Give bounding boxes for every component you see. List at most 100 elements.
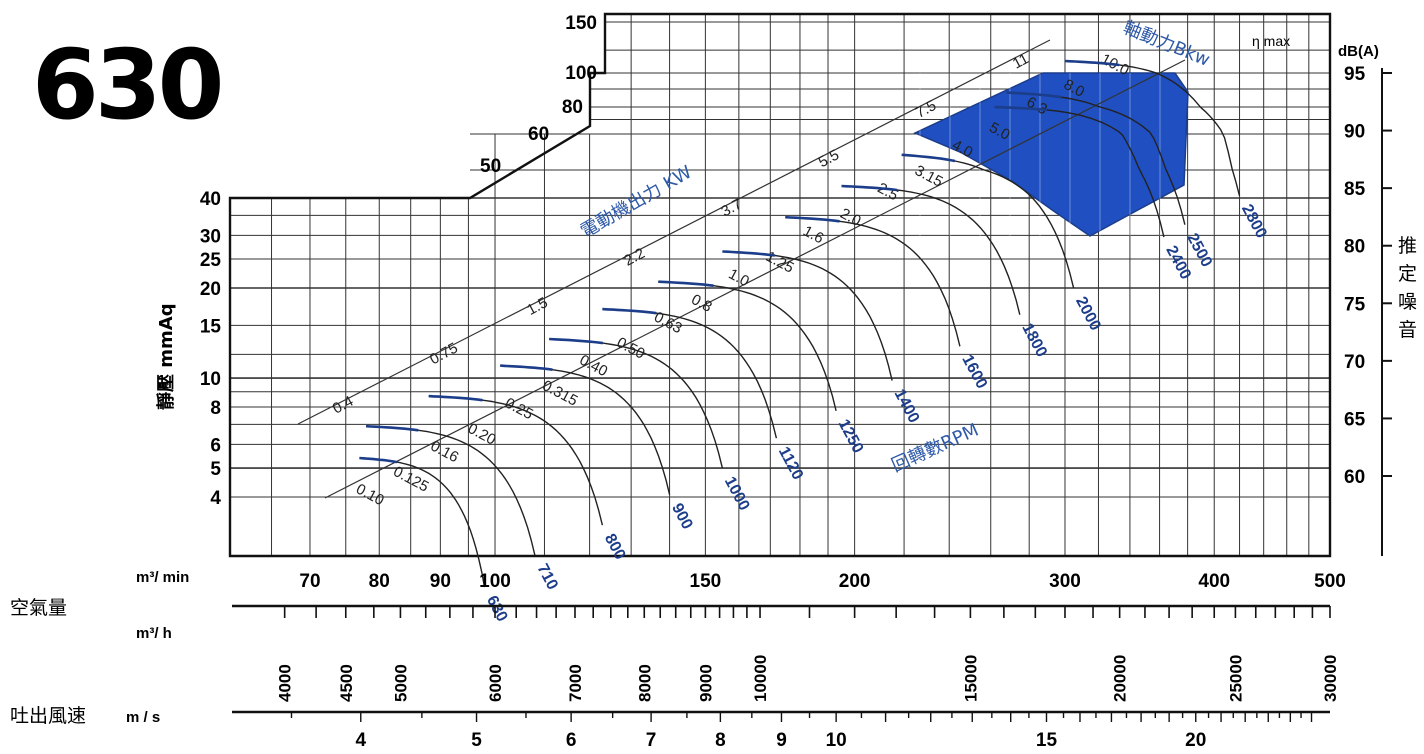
- velocity-tick-label: 9: [776, 730, 787, 751]
- y-upper-tick-label: 50: [480, 156, 501, 177]
- upper-pressure-scale: 50 60 80 100 150: [480, 13, 597, 177]
- airflow-min-tick-label: 500: [1314, 571, 1346, 592]
- airflow-min-tick-label: 400: [1198, 571, 1230, 592]
- airflow-min-tick-label: 300: [1049, 571, 1081, 592]
- shaft-power-label: 0.16: [428, 438, 462, 467]
- noise-label-char: 音: [1398, 319, 1417, 341]
- airflow-hour-tick-label: 20000: [1111, 655, 1130, 702]
- y-upper-tick-label: 80: [562, 97, 583, 118]
- shaft-power-label: 0.10: [353, 481, 387, 510]
- airflow-hour-tick-label: 15000: [961, 655, 980, 702]
- rpm-curve-label: 1400: [891, 386, 923, 425]
- noise-tick-label: 75: [1344, 294, 1366, 315]
- rpm-curve-highlight: [366, 424, 419, 432]
- bottom-axes: m³/ min 70 80 90 100 150 200 300 400 500 空氣量 m³/ h 4…: [10, 569, 1346, 751]
- velocity-tick-label: 7: [646, 730, 657, 751]
- rpm-curve-label: 1250: [835, 417, 867, 456]
- noise-tick-label: 90: [1344, 122, 1365, 143]
- rpm-curve-label: 710: [533, 561, 561, 593]
- rpm-curve-label: 900: [668, 501, 696, 533]
- rpm-curve-highlight: [428, 394, 483, 402]
- noise-tick-label: 95: [1344, 64, 1366, 85]
- rpm-curve-label: 1000: [721, 474, 753, 513]
- airflow-hour-tick-label: 4000: [276, 664, 295, 702]
- shaft-power-label: 0.8: [688, 291, 714, 316]
- rpm-curve-highlight: [359, 456, 398, 464]
- rpm-curve: [500, 364, 671, 495]
- y-tick-label: 20: [200, 279, 221, 300]
- airflow-hour-tick-label: 5000: [391, 664, 410, 702]
- velocity-tick-label: 8: [715, 730, 726, 751]
- airflow-hour-tick-label: 9000: [696, 664, 715, 702]
- velocity-row-label: 吐出風速: [10, 705, 86, 727]
- airflow-min-tick-label: 90: [430, 571, 451, 592]
- motor-kw-label: 3.7: [718, 196, 744, 221]
- rpm-curve-highlight: [1064, 59, 1120, 67]
- rpm-curve-highlight: [500, 364, 553, 371]
- noise-label-char: 噪: [1398, 291, 1417, 313]
- y-tick-label: 10: [200, 369, 221, 390]
- airflow-hour-tick-label: 25000: [1226, 655, 1245, 702]
- velocity-tick-label: 10: [826, 730, 847, 751]
- motor-kw-label: 1.5: [524, 294, 550, 319]
- airflow-hour-tick-label: 8000: [635, 664, 654, 702]
- shaft-power-label: 3.15: [912, 162, 946, 191]
- airflow-hour-tick-label: 6000: [486, 664, 505, 702]
- velocity-tick-label: 20: [1185, 730, 1206, 751]
- eta-max-label: η max: [1252, 33, 1290, 49]
- rpm-curve: [722, 250, 893, 381]
- shaft-power-label: 2.5: [875, 180, 901, 205]
- y-tick-label: 25: [200, 250, 222, 271]
- rpm-curve-highlight: [901, 153, 956, 163]
- chart-grid: [228, 12, 1332, 558]
- rpm-curve: [841, 185, 1021, 315]
- envelope-line-upper: [297, 39, 1051, 425]
- envelope-line-lower: [324, 59, 1186, 499]
- chart-frame: [228, 12, 1332, 558]
- rpm-curve: [602, 308, 778, 439]
- airflow-min-unit: m³/ min: [136, 569, 189, 586]
- motor-kw-label: 7.5: [913, 97, 939, 122]
- airflow-min-tick-label: 200: [839, 571, 871, 592]
- rpm-curve-highlight: [722, 250, 776, 257]
- y-upper-tick-label: 150: [565, 13, 597, 34]
- rpm-curve-highlight: [602, 307, 657, 315]
- velocity-tick-label: 15: [1036, 730, 1058, 751]
- velocity-unit: m / s: [126, 709, 160, 726]
- y-tick-label: 40: [200, 189, 221, 210]
- noise-axis-unit: dB(A): [1338, 43, 1379, 60]
- rpm-curve-highlight: [785, 215, 840, 223]
- motor-kw-label: 5.5: [816, 146, 842, 171]
- chart-labels: 4 5 6 8 10 15 20 25 30 40 dB(A) 60 65 70 75 80 85 90 95 推定噪…: [200, 17, 1417, 556]
- y-axis-label: 靜壓 mmAq: [155, 303, 177, 410]
- rpm-curve-label: 800: [601, 531, 629, 563]
- airflow-hour-tick-label: 30000: [1321, 655, 1340, 702]
- rpm-curve-highlight: [658, 280, 714, 287]
- airflow-min-tick-label: 80: [369, 571, 390, 592]
- rpm-curve-highlight: [1006, 91, 1063, 99]
- shaft-power-title: 軸動力Bkw: [1120, 17, 1213, 71]
- airflow-hour-tick-label: 10000: [751, 655, 770, 702]
- airflow-min-tick-label: 150: [690, 571, 722, 592]
- y-upper-tick-label: 60: [528, 124, 549, 145]
- rpm-curve-label: 630: [483, 593, 511, 625]
- noise-tick-label: 60: [1344, 467, 1365, 488]
- noise-label-char: 定: [1398, 263, 1417, 285]
- noise-tick-label: 65: [1344, 409, 1366, 430]
- airflow-hour-tick-label: 4500: [337, 664, 356, 702]
- rpm-curve-label: 1600: [958, 352, 990, 391]
- velocity-tick-label: 6: [566, 730, 577, 751]
- airflow-min-tick-label: 70: [299, 571, 320, 592]
- motor-kw-label: 11: [1010, 50, 1032, 72]
- rpm-curve-label: 2000: [1072, 294, 1104, 333]
- shaft-power-label: 1.6: [800, 223, 826, 248]
- shaft-power-label: 1.0: [726, 266, 752, 291]
- airflow-min-tick-label: 100: [479, 571, 511, 592]
- airflow-row-label: 空氣量: [10, 597, 67, 619]
- y-tick-label: 15: [200, 316, 222, 337]
- rpm-curve-highlight: [994, 105, 1048, 112]
- y-upper-tick-label: 100: [565, 63, 597, 84]
- noise-label-char: 推: [1398, 235, 1417, 257]
- motor-kw-label: 2.2: [621, 245, 647, 270]
